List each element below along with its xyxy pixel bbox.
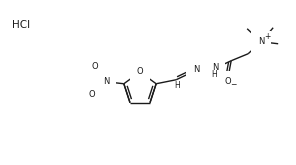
Text: HCl: HCl bbox=[12, 20, 30, 30]
Text: −: − bbox=[230, 80, 236, 89]
Text: N: N bbox=[212, 63, 218, 72]
Text: H: H bbox=[211, 70, 217, 79]
Text: N: N bbox=[103, 77, 109, 86]
Text: O: O bbox=[137, 67, 143, 77]
Text: O: O bbox=[225, 77, 231, 86]
Text: N: N bbox=[258, 37, 264, 46]
Text: O: O bbox=[89, 90, 95, 99]
Text: +: + bbox=[264, 32, 270, 41]
Text: O: O bbox=[91, 62, 98, 71]
Text: N: N bbox=[193, 65, 199, 74]
Text: H: H bbox=[174, 81, 180, 90]
